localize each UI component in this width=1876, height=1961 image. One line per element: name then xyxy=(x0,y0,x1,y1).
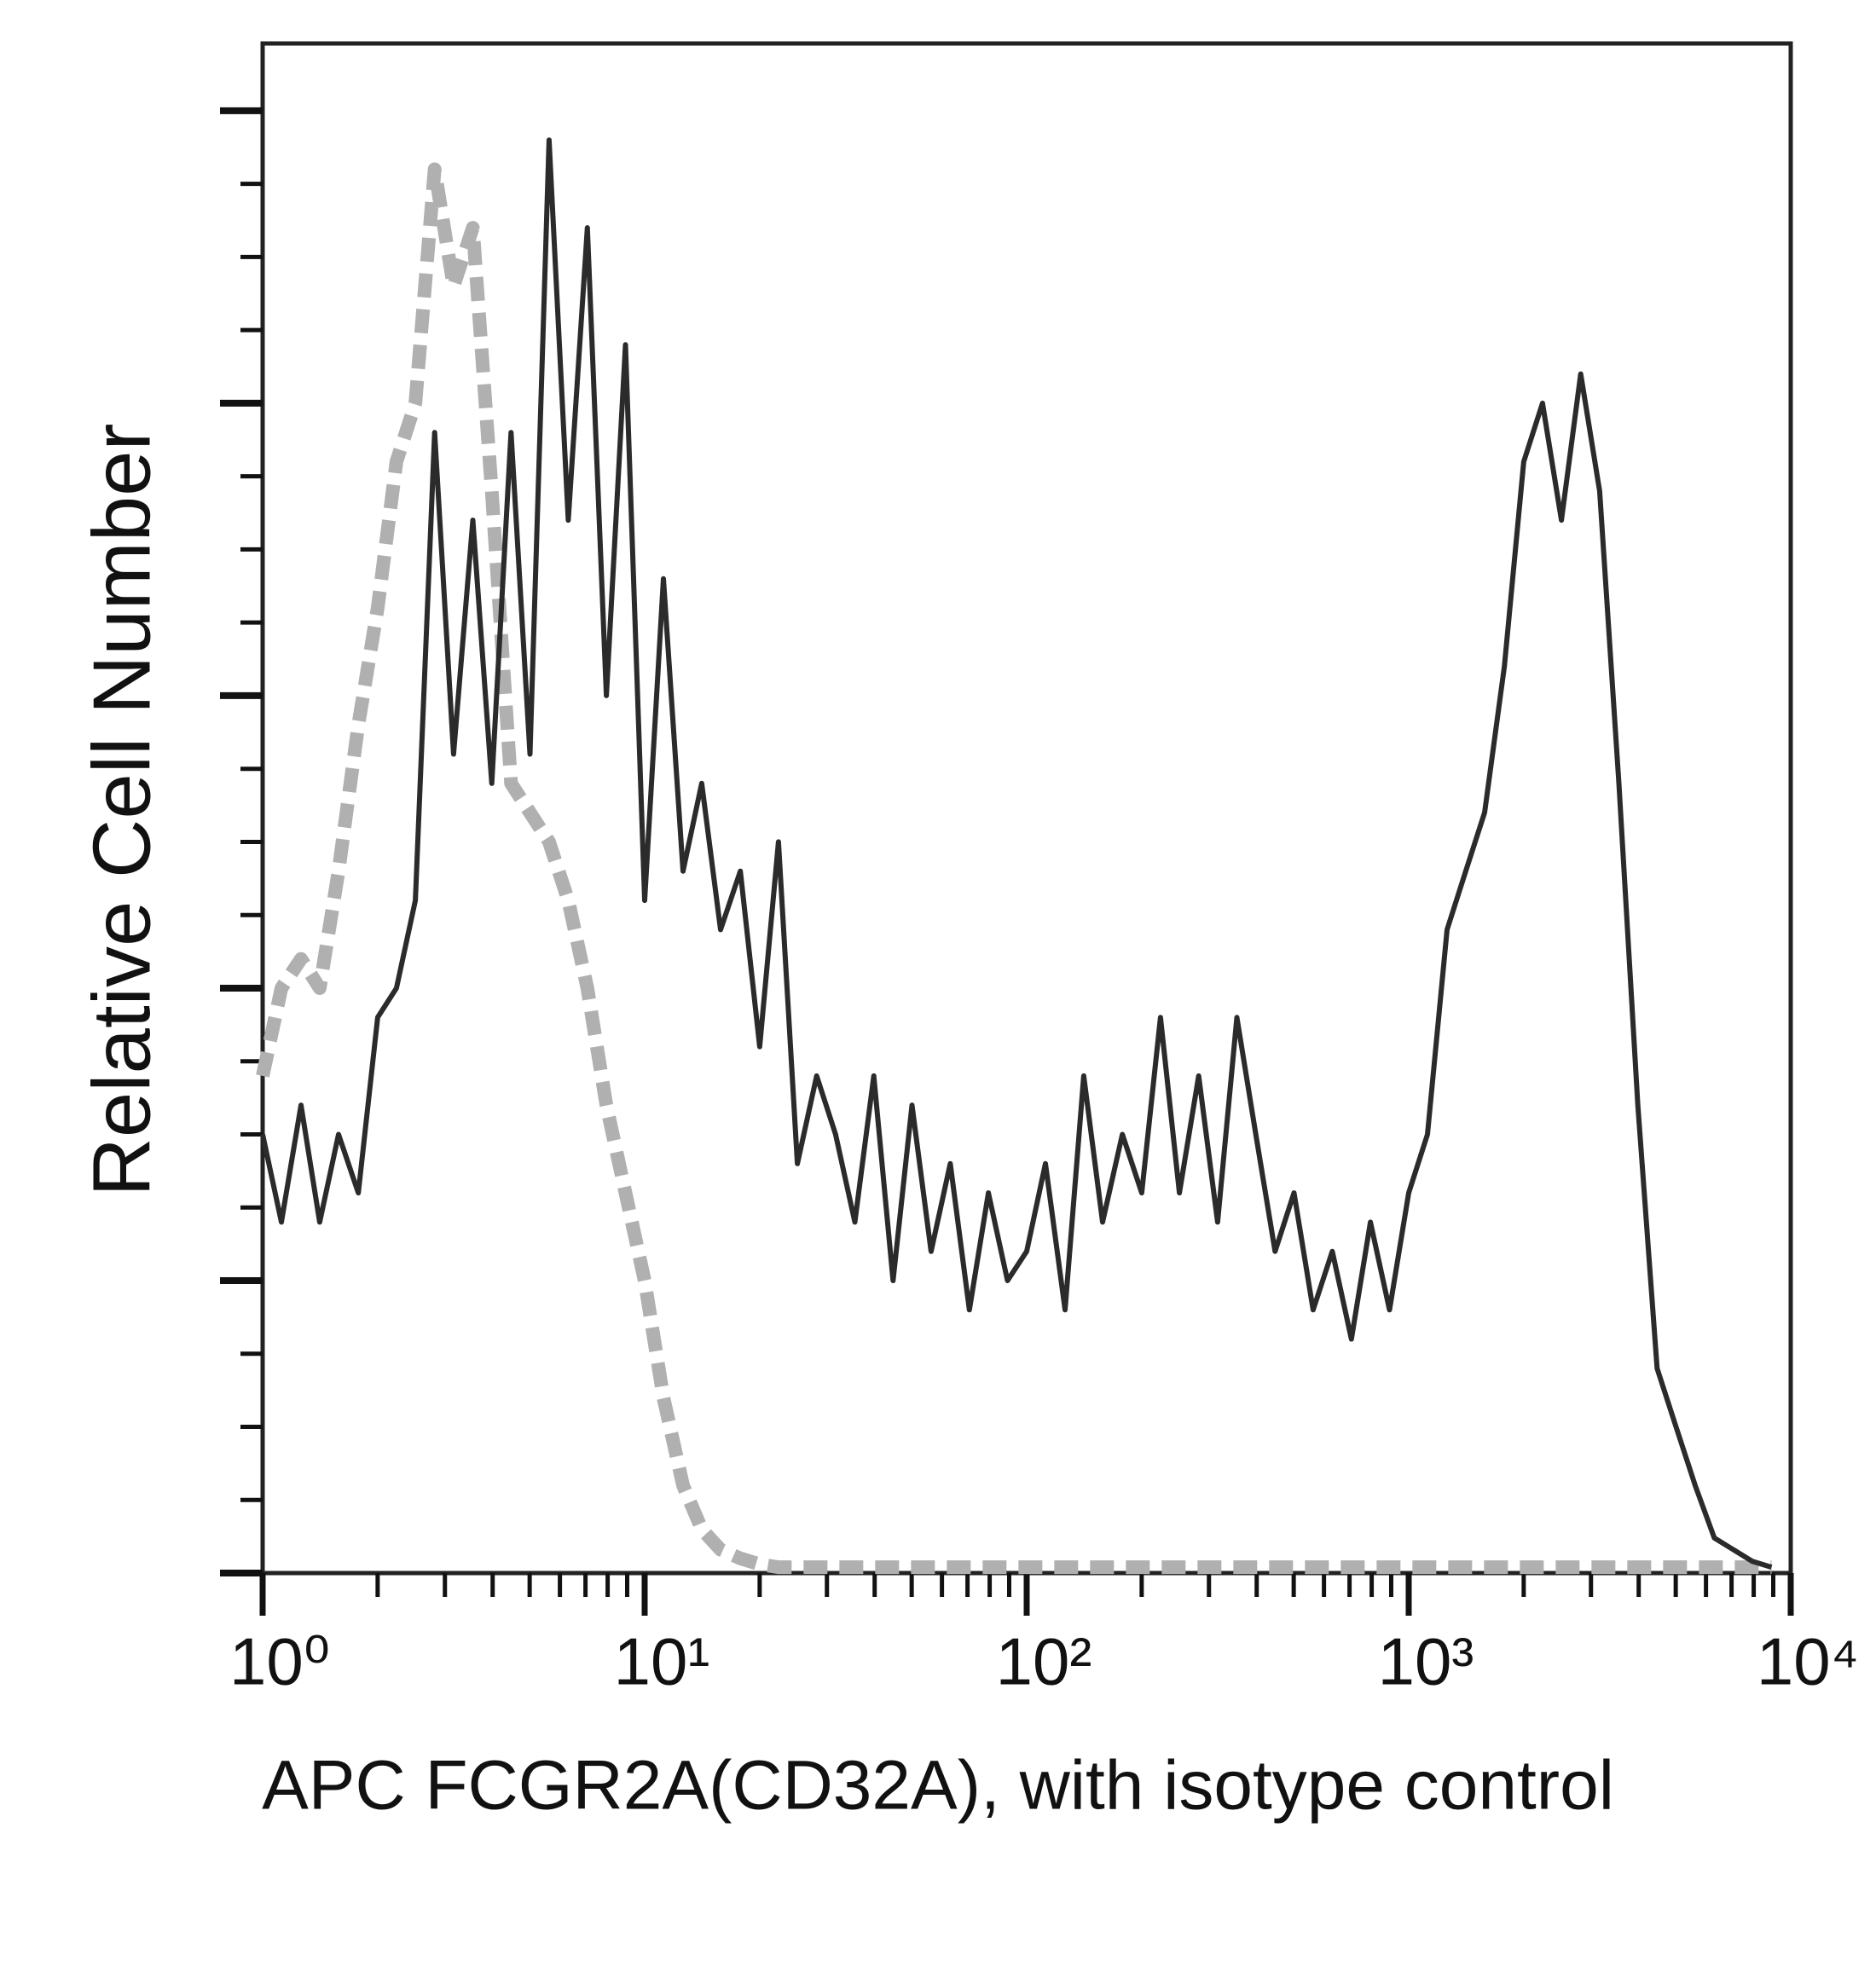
histogram-line xyxy=(256,162,1772,1575)
x-tick-label: 10¹ xyxy=(614,1624,710,1699)
x-tick-label: 10⁴ xyxy=(1757,1624,1859,1699)
x-axis-title: APC FCGR2A(CD32A), with isotype control xyxy=(262,1747,1614,1825)
plot-frame xyxy=(260,41,1793,1576)
x-tick-label: 10² xyxy=(996,1624,1092,1699)
x-tick-label: 10³ xyxy=(1378,1624,1474,1699)
x-tick-label: 10⁰ xyxy=(229,1624,330,1699)
histogram-line xyxy=(260,137,1773,1570)
y-axis-title: Relative Cell Number xyxy=(76,424,167,1197)
